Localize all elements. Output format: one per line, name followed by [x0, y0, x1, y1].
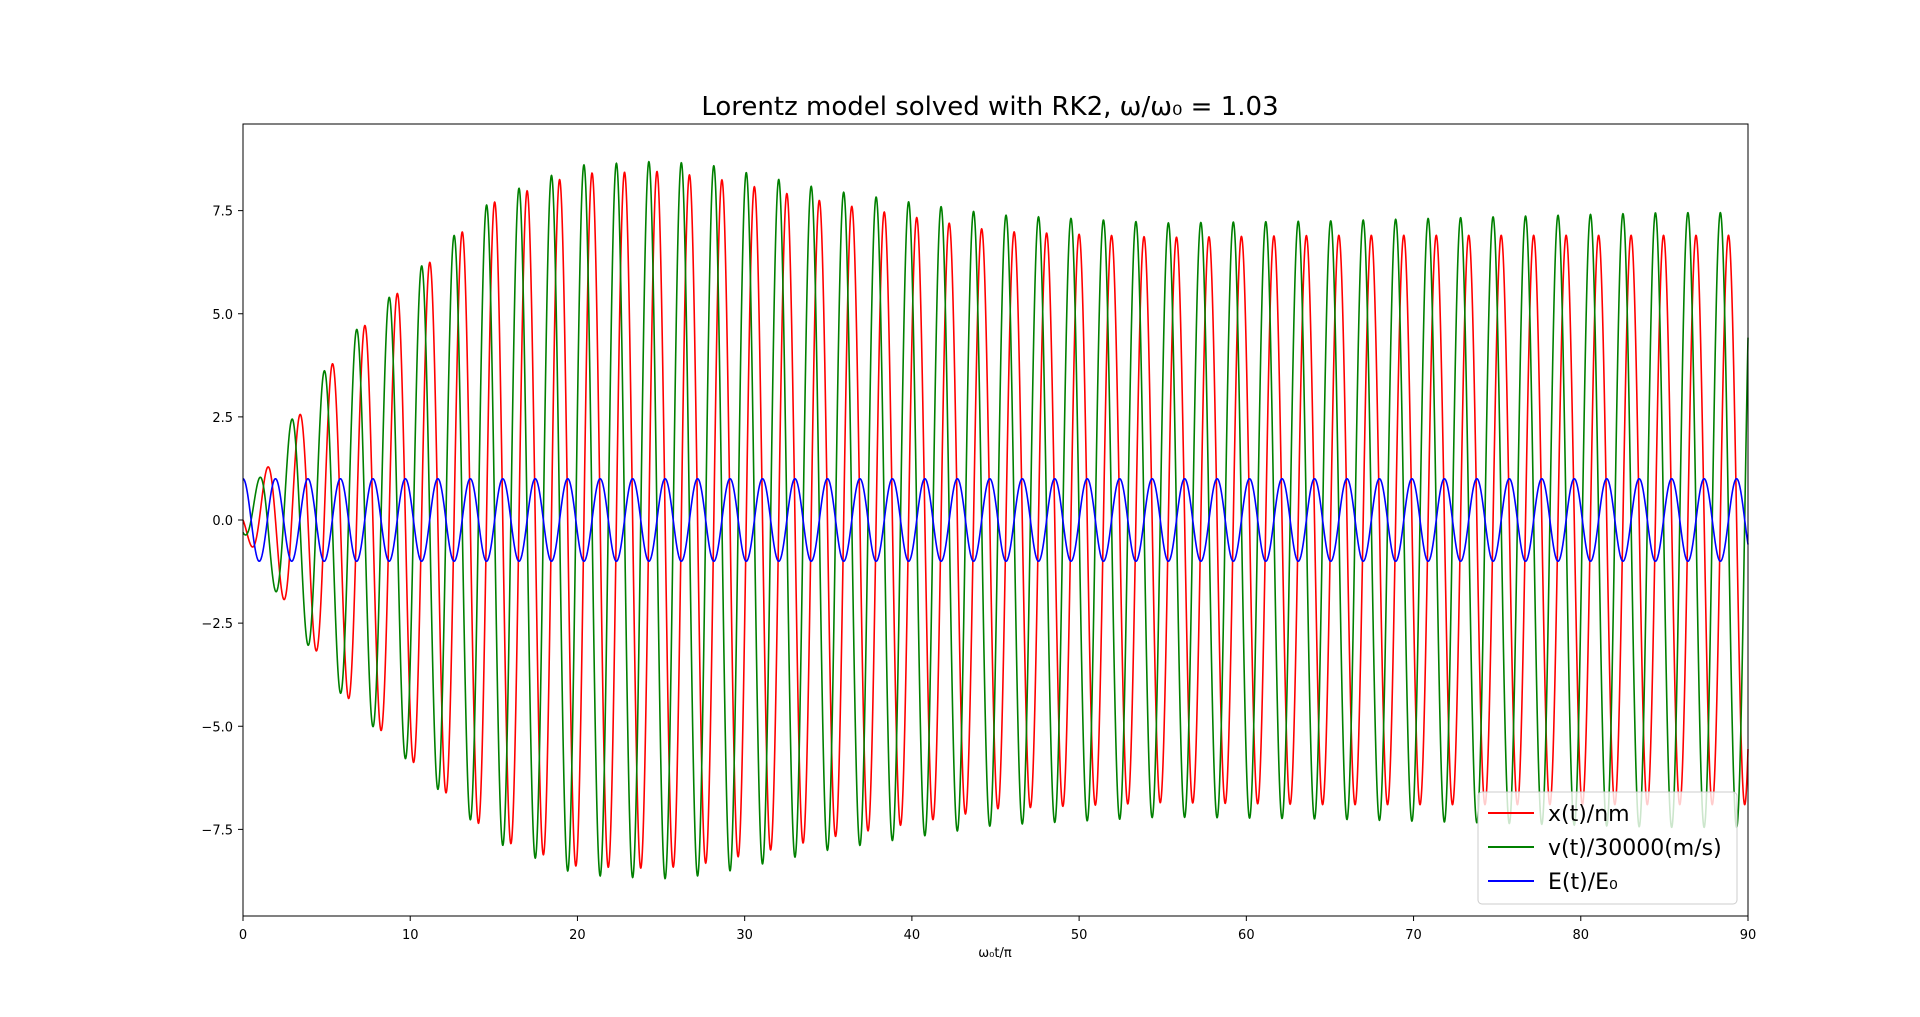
legend-label-v: v(t)/30000(m/s)	[1548, 836, 1722, 861]
y-tick-label: 5.0	[212, 308, 233, 323]
x-tick-label: 40	[904, 928, 921, 943]
x-axis-label: ω₀t/π	[978, 946, 1012, 961]
y-tick-label: −5.0	[201, 720, 233, 735]
x-tick-label: 20	[569, 928, 586, 943]
legend-label-e: E(t)/E₀	[1548, 870, 1618, 895]
x-tick-label: 70	[1405, 928, 1422, 943]
curve-e	[242, 477, 1749, 563]
x-axis: 0 10 20 30 40 50 60 70 80 90	[239, 916, 1756, 943]
y-axis: −7.5 −5.0 −2.5 0.0 2.5 5.0 7.5	[201, 205, 243, 838]
x-tick-label: 0	[239, 928, 247, 943]
x-tick-label: 10	[402, 928, 419, 943]
y-tick-label: −7.5	[201, 823, 233, 838]
x-tick-label: 90	[1740, 928, 1757, 943]
legend: x(t)/nm v(t)/30000(m/s) E(t)/E₀	[1477, 791, 1738, 905]
curve-v	[242, 160, 1749, 880]
chart-title: Lorentz model solved with RK2, ω/ω₀ = 1.…	[701, 92, 1278, 122]
y-tick-label: 0.0	[212, 514, 233, 529]
legend-box	[1477, 791, 1738, 905]
x-tick-label: 60	[1238, 928, 1255, 943]
y-tick-label: 2.5	[212, 411, 233, 426]
x-tick-label: 80	[1573, 928, 1590, 943]
x-tick-label: 50	[1071, 928, 1088, 943]
y-tick-label: −2.5	[201, 617, 233, 632]
legend-label-x: x(t)/nm	[1548, 802, 1630, 827]
x-tick-label: 30	[736, 928, 753, 943]
plot-curves	[242, 160, 1749, 880]
y-tick-label: 7.5	[212, 205, 233, 220]
